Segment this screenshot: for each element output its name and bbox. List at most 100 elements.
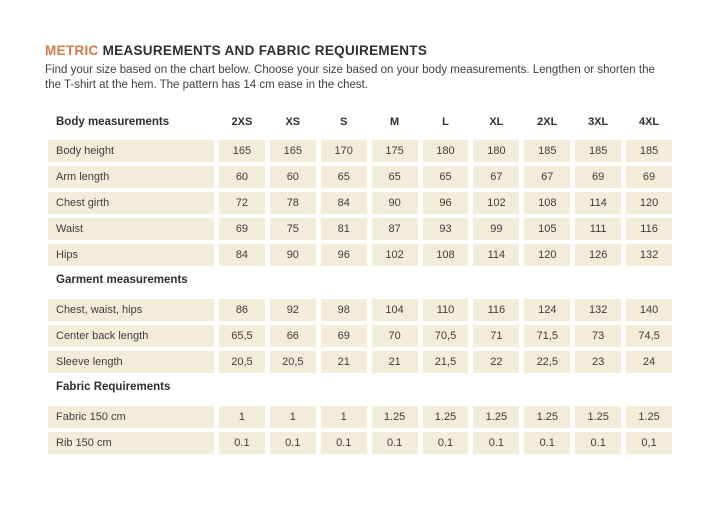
value-cell: 81: [320, 218, 367, 240]
row-label: Rib 150 cm: [48, 432, 214, 454]
value-cell: 65: [422, 166, 469, 188]
row-label: Body height: [48, 140, 214, 162]
value-cell: 67: [473, 166, 520, 188]
value-cell: 120: [626, 192, 672, 214]
page-description: Find your size based on the chart below.…: [45, 64, 655, 91]
row-label: Center back length: [48, 325, 214, 347]
column-header-size-l: L: [442, 116, 449, 128]
value-cell: 69: [320, 325, 367, 347]
value-cell: 67: [524, 166, 571, 188]
section-heading: Garment measurements: [56, 274, 188, 286]
value-cell: 0.1: [269, 432, 316, 454]
value-cell: 108: [422, 244, 469, 266]
table-row: Hips 84 90 96 102 108 114 120 126 132: [48, 244, 672, 266]
value-cell: 116: [473, 299, 520, 321]
value-cell: 165: [269, 140, 316, 162]
value-cell: 180: [473, 140, 520, 162]
value-cell: 65: [371, 166, 418, 188]
value-cell: 0.1: [524, 432, 571, 454]
value-cell: 114: [473, 244, 520, 266]
value-cell: 65,5: [219, 325, 265, 347]
value-cell: 84: [219, 244, 265, 266]
section-heading: Fabric Requirements: [56, 381, 171, 393]
value-cell: 185: [626, 140, 672, 162]
page-title: METRIC MEASUREMENTS AND FABRIC REQUIREME…: [45, 44, 673, 58]
row-label: Chest girth: [48, 192, 214, 214]
column-header-size-2xl: 2XL: [537, 116, 558, 128]
value-cell: 0.1: [371, 432, 418, 454]
column-header-size-2xs: 2XS: [231, 116, 253, 128]
table-row: Body height 165 165 170 175 180 180 185 185 185: [48, 140, 672, 162]
value-cell: 70: [371, 325, 418, 347]
value-cell: 102: [473, 192, 520, 214]
column-header-size-s: S: [340, 116, 348, 128]
page-title-highlight: METRIC: [45, 43, 99, 58]
row-label: Arm length: [48, 166, 214, 188]
column-header-size-xs: XS: [285, 116, 301, 128]
value-cell: 69: [575, 166, 622, 188]
value-cell: 1.25: [422, 406, 469, 428]
value-cell: 0.1: [473, 432, 520, 454]
value-cell: 23: [575, 351, 622, 373]
value-cell: 175: [371, 140, 418, 162]
value-cell: 60: [269, 166, 316, 188]
column-header-size-xl: XL: [489, 116, 504, 128]
table-row: Chest girth 72 78 84 90 96 102 108 114 120: [48, 192, 672, 214]
value-cell: 87: [371, 218, 418, 240]
value-cell: 124: [524, 299, 571, 321]
value-cell: 96: [320, 244, 367, 266]
value-cell: 140: [626, 299, 672, 321]
row-label: Sleeve length: [48, 351, 214, 373]
value-cell: 105: [524, 218, 571, 240]
value-cell: 1.25: [575, 406, 622, 428]
value-cell: 165: [219, 140, 265, 162]
value-cell: 108: [524, 192, 571, 214]
table-row: Arm length 60 60 65 65 65 67 67 69 69: [48, 166, 672, 188]
value-cell: 96: [422, 192, 469, 214]
value-cell: 1.25: [626, 406, 672, 428]
value-cell: 84: [320, 192, 367, 214]
value-cell: 69: [626, 166, 672, 188]
column-header-size-3xl: 3XL: [588, 116, 609, 128]
value-cell: 0.1: [219, 432, 265, 454]
value-cell: 132: [575, 299, 622, 321]
row-label: Fabric 150 cm: [48, 406, 214, 428]
value-cell: 20,5: [269, 351, 316, 373]
value-cell: 180: [422, 140, 469, 162]
size-table: Body measurements 2XS XS S M L XL 2XL 3XL 4XL Bo…: [48, 112, 672, 454]
table-row: Chest, waist, hips 86 92 98 104 110 116 124 132 1…: [48, 299, 672, 321]
value-cell: 116: [626, 218, 672, 240]
table-row: Fabric 150 cm 1 1 1 1.25 1.25 1.25 1.25 1.25 1.25: [48, 406, 672, 428]
value-cell: 65: [320, 166, 367, 188]
value-cell: 1: [320, 406, 367, 428]
row-label: Chest, waist, hips: [48, 299, 214, 321]
value-cell: 1.25: [371, 406, 418, 428]
table-row: Waist 69 75 81 87 93 99 105 111 116: [48, 218, 672, 240]
value-cell: 73: [575, 325, 622, 347]
value-cell: 72: [219, 192, 265, 214]
value-cell: 111: [575, 218, 622, 240]
value-cell: 71: [473, 325, 520, 347]
table-row: Center back length 65,5 66 69 70 70,5 71 71,5 73…: [48, 325, 672, 347]
value-cell: 185: [575, 140, 622, 162]
value-cell: 114: [575, 192, 622, 214]
value-cell: 21: [320, 351, 367, 373]
value-cell: 90: [371, 192, 418, 214]
value-cell: 1: [269, 406, 316, 428]
value-cell: 21,5: [422, 351, 469, 373]
value-cell: 74,5: [626, 325, 672, 347]
table-row: Sleeve length 20,5 20,5 21 21 21,5 22 22,5 23 24: [48, 351, 672, 373]
value-cell: 60: [219, 166, 265, 188]
value-cell: 185: [524, 140, 571, 162]
row-label: Hips: [48, 244, 214, 266]
column-header-size-m: M: [390, 116, 400, 128]
value-cell: 120: [524, 244, 571, 266]
value-cell: 0.1: [422, 432, 469, 454]
table-header-row: Body measurements 2XS XS S M L XL 2XL 3XL 4XL: [48, 112, 672, 132]
value-cell: 86: [219, 299, 265, 321]
row-label: Waist: [48, 218, 214, 240]
value-cell: 24: [626, 351, 672, 373]
column-header-body-measurements: Body measurements: [56, 116, 170, 128]
value-cell: 104: [371, 299, 418, 321]
value-cell: 78: [269, 192, 316, 214]
